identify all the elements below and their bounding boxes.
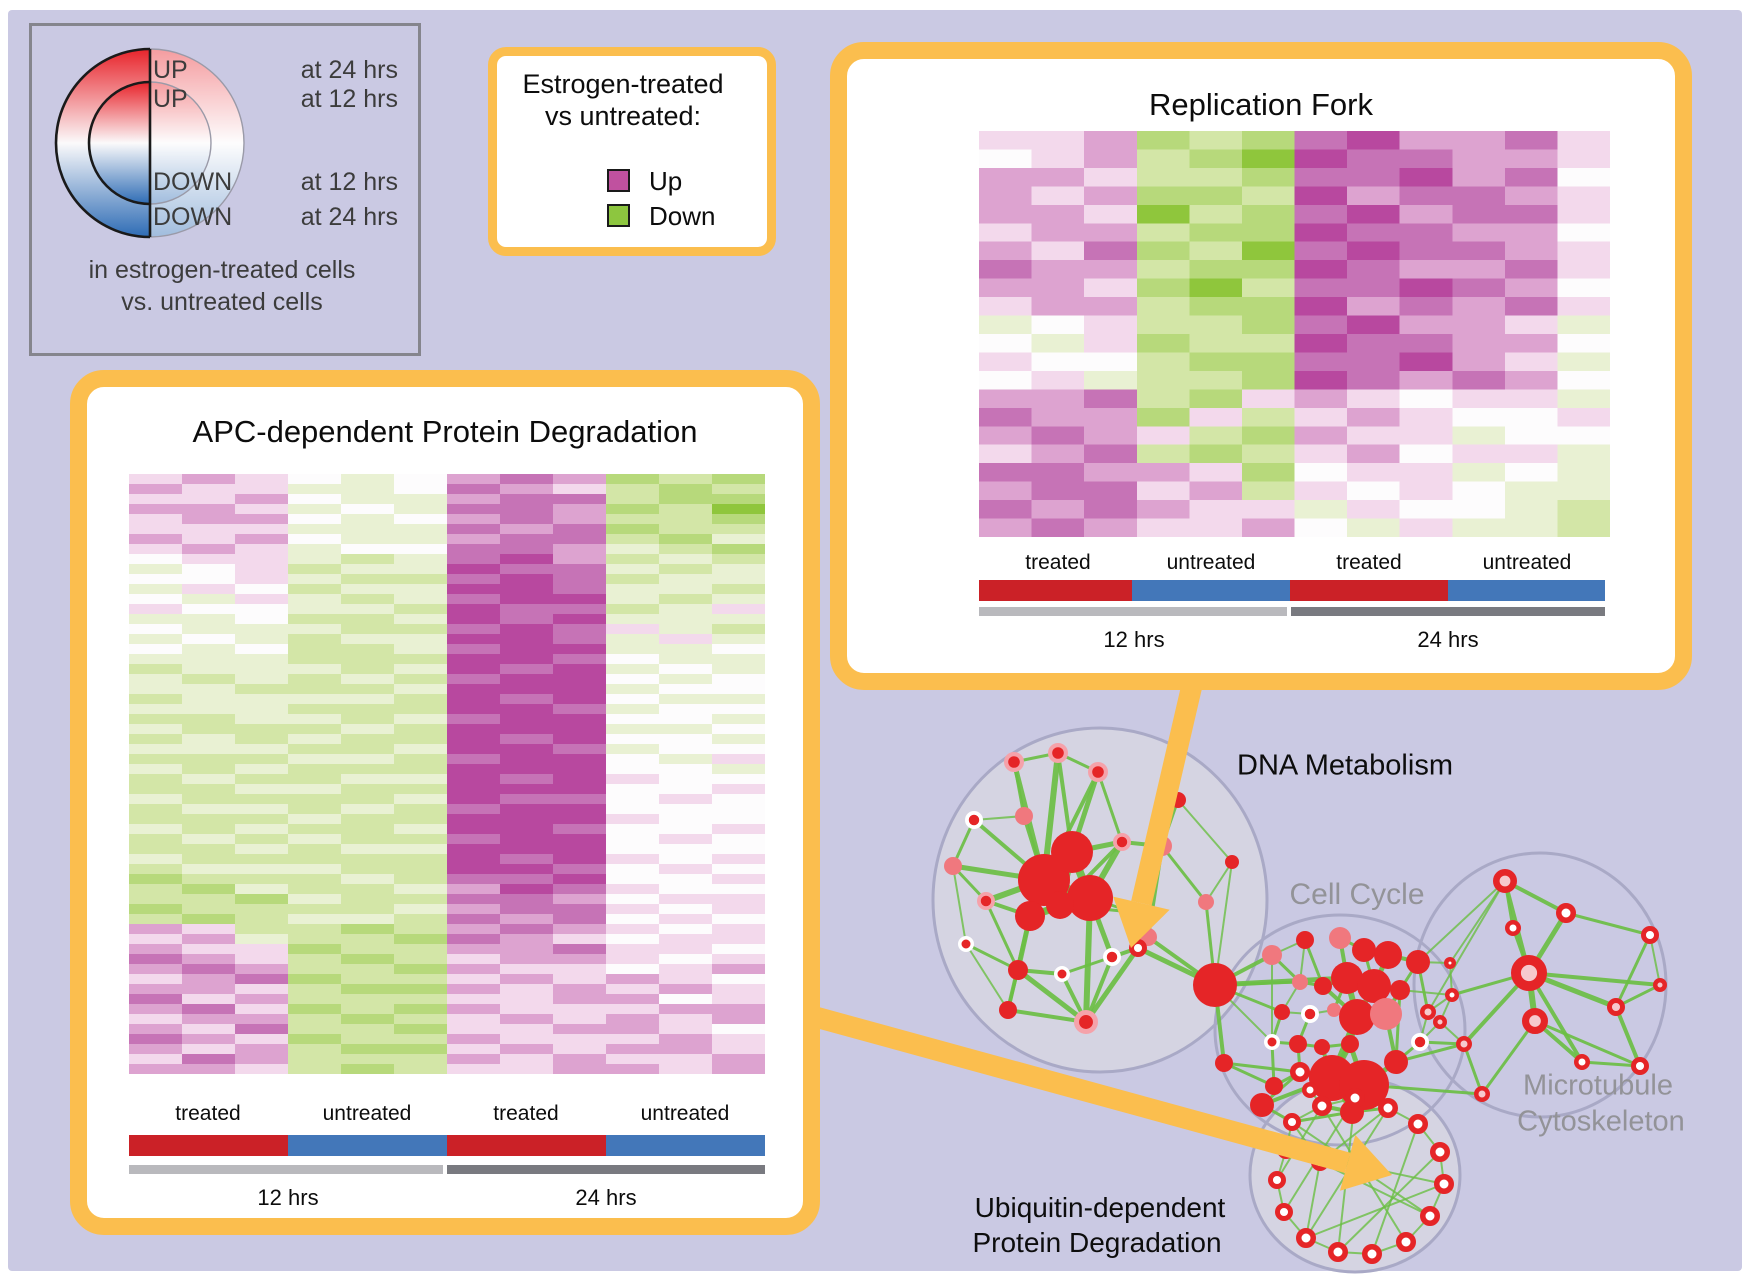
legend-row: DOWN at 12 hrs xyxy=(32,169,412,195)
apc-heatmap xyxy=(129,474,765,1074)
rf-24hr-label: 24 hrs xyxy=(1417,627,1479,652)
apc-12hr-label: 12 hrs xyxy=(257,1185,319,1210)
cell-cycle-label: Cell Cycle xyxy=(1289,878,1425,911)
rf-12hr-label: 12 hrs xyxy=(1103,627,1165,652)
legend-footer: in estrogen-treated cells xyxy=(88,256,356,284)
apc-treated-bar xyxy=(129,1135,288,1156)
ubiquitin-label-line2: Protein Degradation xyxy=(972,1227,1222,1258)
rf-untreated-bar xyxy=(1132,580,1290,601)
down-label: Down xyxy=(649,201,716,231)
rf-group-label: untreated xyxy=(1166,551,1256,574)
legend-row: UP at 24 hrs xyxy=(32,57,412,83)
apc-group-label: untreated xyxy=(640,1102,730,1125)
apc-group-label: treated xyxy=(493,1102,559,1125)
legend-direction: DOWN xyxy=(153,203,233,231)
dna-metabolism-label: DNA Metabolism xyxy=(1237,749,1453,782)
down-color-swatch xyxy=(607,204,630,227)
apc-untreated-bar xyxy=(606,1135,765,1156)
legend-row: UP at 12 hrs xyxy=(32,86,412,112)
legend-time: at 12 hrs xyxy=(300,168,398,196)
rf-panel-title: Replication Fork xyxy=(1149,87,1373,122)
legend-direction: DOWN xyxy=(153,168,233,196)
microtubule-label-line1: Microtubule xyxy=(1523,1069,1673,1102)
apc-treated-bar xyxy=(447,1135,606,1156)
apc-panel-title: APC-dependent Protein Degradation xyxy=(192,414,698,449)
rf-24hr-bar xyxy=(1291,607,1605,616)
rf-treated-bar xyxy=(979,580,1132,601)
legend-direction: UP xyxy=(153,56,188,84)
apc-degradation-panel: APC-dependent Protein Degradation treate… xyxy=(70,370,820,1235)
updown-dial-icon xyxy=(54,47,245,239)
updown-legend-box: UP at 24 hrs UP at 12 hrs DOWN at 12 hrs… xyxy=(29,23,421,356)
rf-12hr-bar xyxy=(979,607,1287,616)
legend-time: at 12 hrs xyxy=(300,85,398,113)
rf-untreated-bar xyxy=(1448,580,1605,601)
replication-fork-panel: Replication Fork treated untreated treat… xyxy=(830,42,1692,690)
color-key-title: Estrogen-treated vs untreated: xyxy=(497,68,749,132)
legend-footer: vs. untreated cells xyxy=(121,288,323,316)
rf-treated-bar xyxy=(1290,580,1448,601)
microtubule-label-line2: Cytoskeleton xyxy=(1517,1105,1685,1138)
rf-group-label: treated xyxy=(1025,551,1091,574)
rf-group-label: treated xyxy=(1336,551,1402,574)
color-key-title-line1: Estrogen-treated xyxy=(522,69,724,99)
legend-direction: UP xyxy=(153,85,188,113)
replication-fork-heatmap xyxy=(979,131,1610,537)
rf-group-label: untreated xyxy=(1482,551,1572,574)
legend-row: DOWN at 24 hrs xyxy=(32,204,412,230)
color-key-title-line2: vs untreated: xyxy=(544,101,702,131)
apc-24hr-bar xyxy=(447,1165,765,1174)
apc-group-label: untreated xyxy=(322,1102,412,1125)
legend-time: at 24 hrs xyxy=(300,203,398,231)
estrogen-color-key-box: Estrogen-treated vs untreated: Up Down xyxy=(488,47,776,256)
apc-12hr-bar xyxy=(129,1165,443,1174)
apc-untreated-bar xyxy=(288,1135,447,1156)
legend-time: at 24 hrs xyxy=(300,56,398,84)
apc-24hr-label: 24 hrs xyxy=(575,1185,637,1210)
apc-group-label: treated xyxy=(175,1102,241,1125)
up-color-swatch xyxy=(607,169,630,192)
up-label: Up xyxy=(649,166,683,196)
ubiquitin-label-line1: Ubiquitin-dependent xyxy=(974,1192,1226,1223)
